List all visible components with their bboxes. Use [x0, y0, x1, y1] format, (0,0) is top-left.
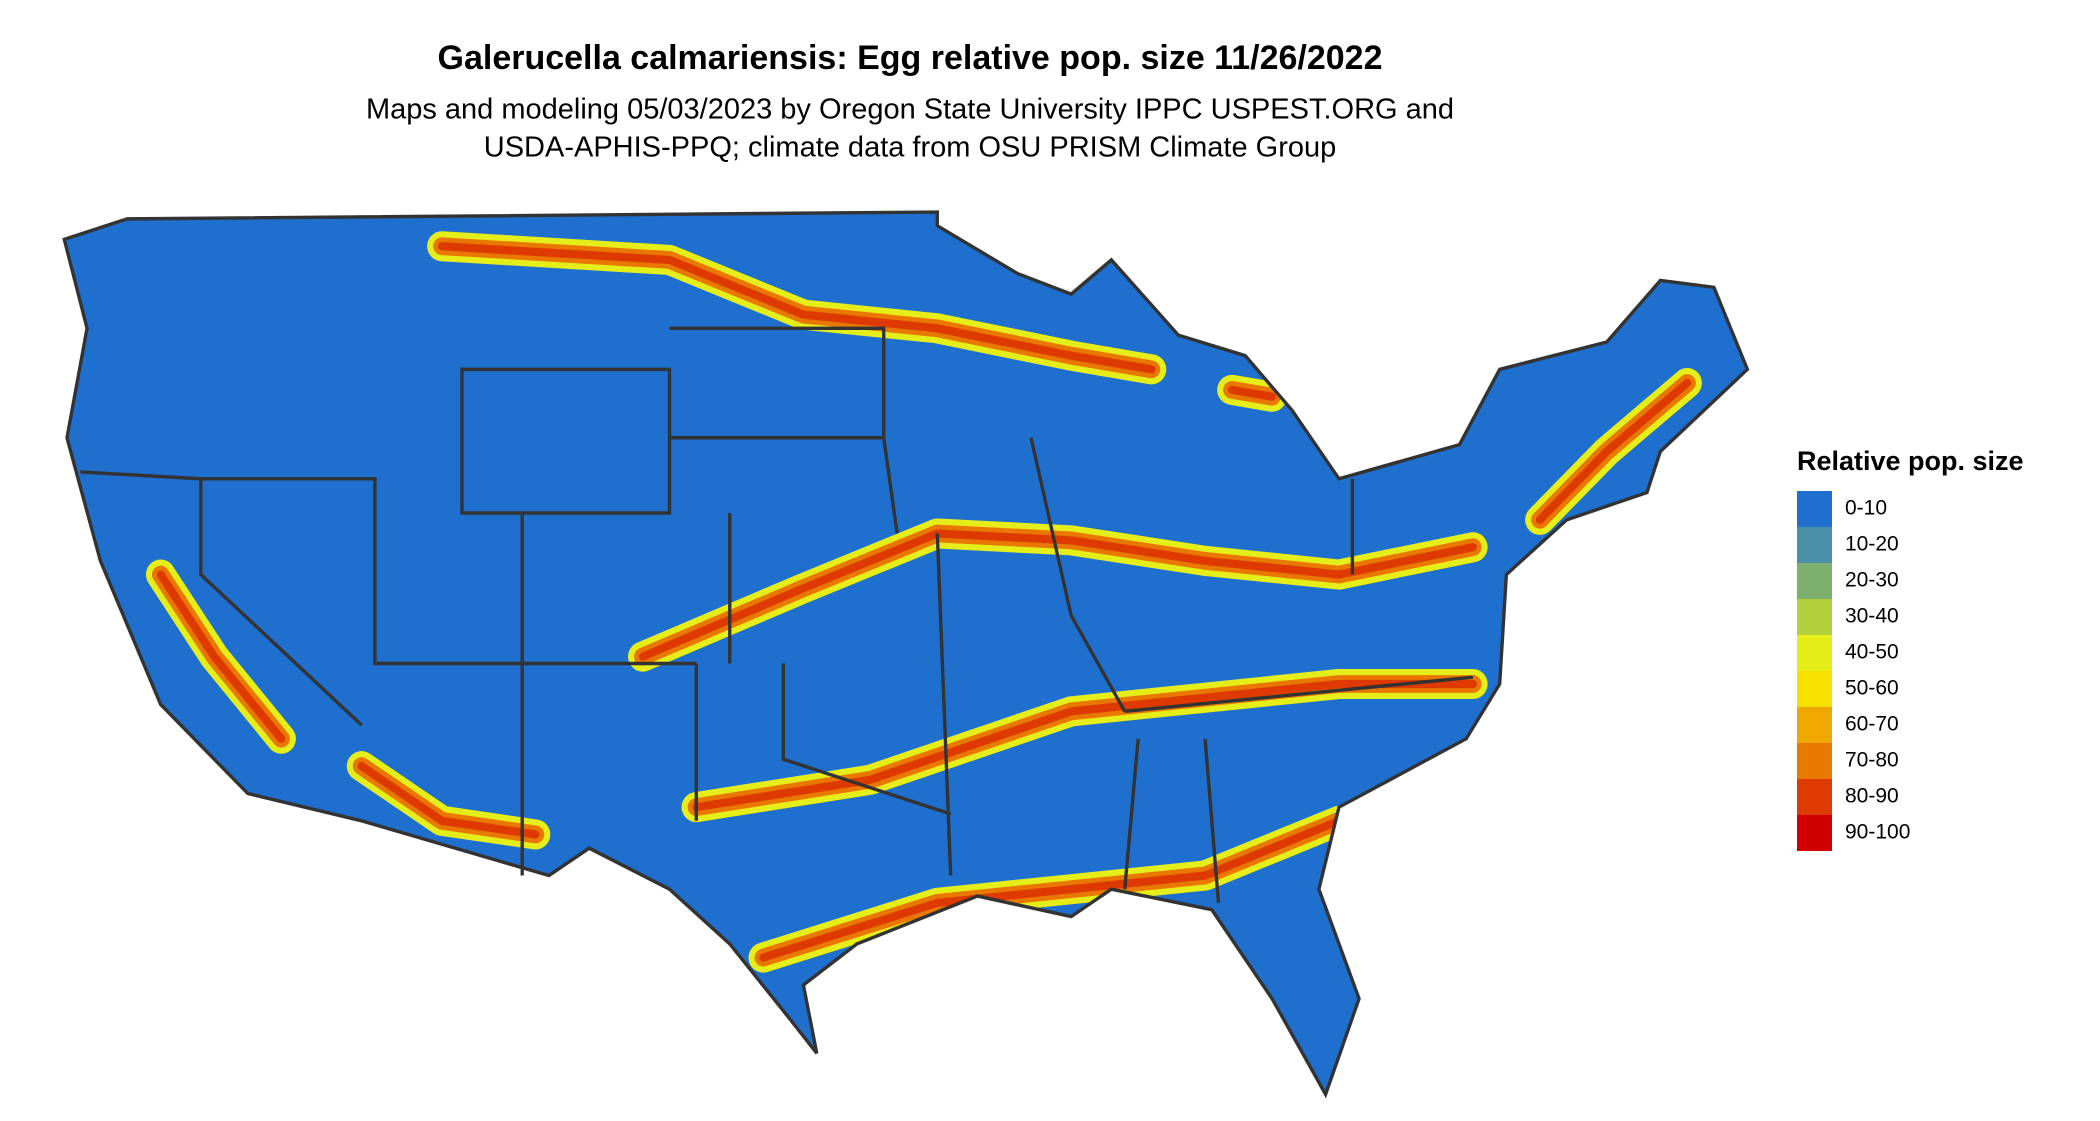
- legend-swatch: [1797, 671, 1832, 707]
- legend-swatch: [1797, 527, 1832, 563]
- legend-label: 30-40: [1845, 605, 1899, 628]
- legend-swatch: [1797, 743, 1832, 779]
- band-inner: [156, 242, 1692, 962]
- legend-label: 70-80: [1845, 749, 1899, 772]
- legend-swatch: [1797, 491, 1832, 527]
- legend-swatch: [1797, 563, 1832, 599]
- legend-title: Relative pop. size: [1797, 446, 2024, 476]
- land-area: [64, 212, 1748, 1095]
- legend-swatch: [1797, 815, 1832, 851]
- legend-label: 10-20: [1845, 533, 1899, 556]
- legend-label: 0-10: [1845, 497, 1887, 520]
- band-group: [145, 231, 1702, 973]
- legend-label: 60-70: [1845, 713, 1899, 736]
- population-bands: [145, 231, 1702, 973]
- map-subtitle: USDA-APHIS-PPQ; climate data from OSU PR…: [484, 132, 1337, 164]
- legend-swatch: [1797, 707, 1832, 743]
- map-subtitle: Maps and modeling 05/03/2023 by Oregon S…: [366, 94, 1454, 126]
- legend-swatch: [1797, 635, 1832, 671]
- legend-label: 50-60: [1845, 677, 1899, 700]
- state-borders: [62, 210, 1750, 1099]
- legend-label: 20-30: [1845, 569, 1899, 592]
- legend: 0-10 10-20 20-30 30-40 40-50 50-60 60-70 70-80 8…: [1797, 491, 1910, 851]
- legend-swatch: [1797, 779, 1832, 815]
- legend-label: 80-90: [1845, 785, 1899, 808]
- legend-label: 40-50: [1845, 641, 1899, 664]
- legend-label: 90-100: [1845, 821, 1910, 844]
- legend-swatch: [1797, 599, 1832, 635]
- us-map: [62, 210, 1750, 1099]
- map-title: Galerucella calmariensis: Egg relative p…: [438, 39, 1383, 77]
